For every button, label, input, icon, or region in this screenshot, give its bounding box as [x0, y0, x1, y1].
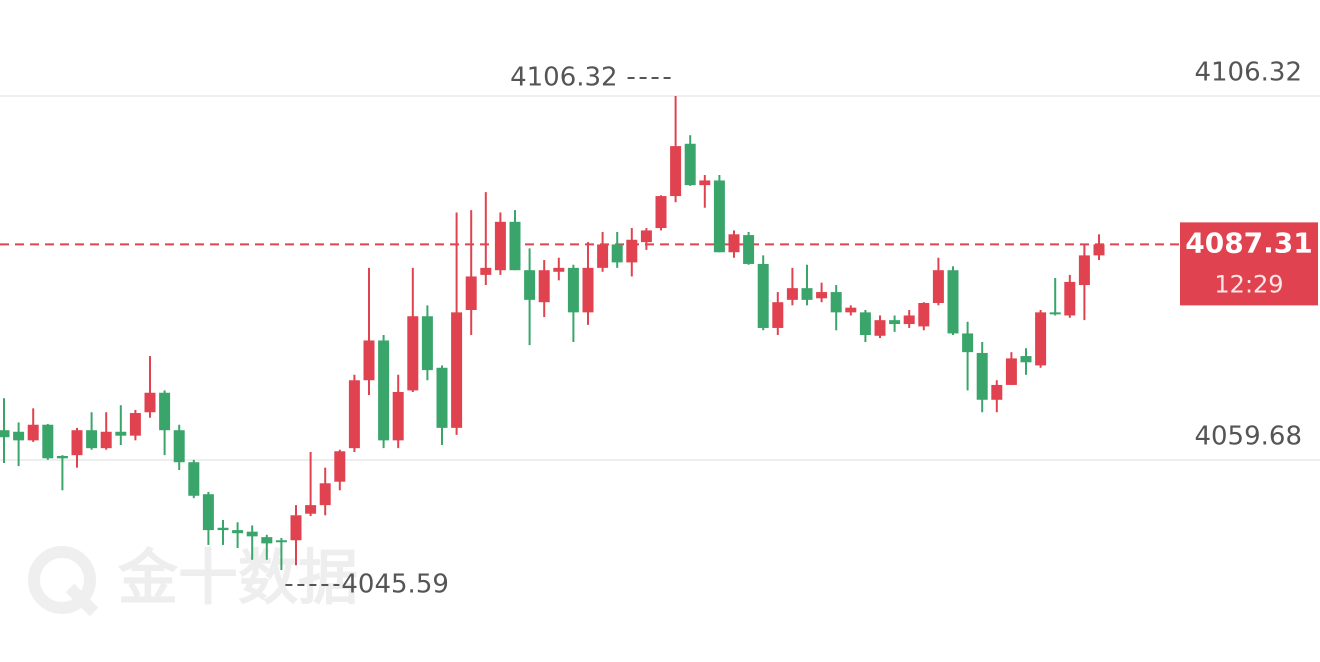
candle-body: [728, 234, 740, 253]
candle-body: [786, 288, 798, 300]
candle-body: [290, 515, 302, 541]
candle-body: [655, 196, 667, 229]
candle-body: [640, 230, 652, 243]
candle-body: [56, 455, 68, 459]
candle-body: [217, 527, 229, 531]
candle-body: [0, 430, 10, 438]
candle-body: [1093, 244, 1105, 256]
candle-body: [173, 430, 185, 463]
candle-body: [42, 424, 54, 459]
candle-body: [334, 451, 346, 482]
candle-body: [699, 180, 711, 186]
candle-body: [144, 392, 156, 413]
candle-body: [261, 537, 273, 544]
candle-body: [436, 367, 448, 428]
candle-body: [159, 392, 171, 431]
candle-body: [684, 143, 696, 186]
candle-body: [859, 312, 871, 335]
candle-body: [713, 180, 725, 253]
y-tick-label: 4106.32: [1194, 58, 1302, 88]
candle-body: [494, 221, 506, 271]
candle-body: [451, 312, 463, 428]
candle-body: [392, 391, 404, 441]
candle-body: [100, 431, 112, 449]
candle-body: [597, 244, 609, 268]
price-tag: [1180, 222, 1318, 306]
candle-body: [1078, 255, 1090, 286]
candle-body: [378, 340, 390, 441]
candle-body: [524, 270, 536, 300]
candle-body: [1064, 281, 1076, 316]
candle-body: [830, 292, 842, 313]
candle-body: [27, 424, 39, 441]
candle-body: [1005, 358, 1017, 385]
candle-body: [918, 302, 930, 327]
watermark: 金十数据: [118, 544, 358, 614]
candle-body: [947, 270, 959, 334]
candle-body: [903, 315, 915, 325]
candle-body: [509, 221, 521, 271]
candle-body: [480, 267, 492, 275]
countdown: 12:29: [1214, 270, 1283, 298]
candle-body: [1049, 312, 1061, 315]
candle-body: [845, 307, 857, 313]
candle-body: [553, 267, 565, 272]
candle-body: [363, 340, 375, 381]
candle-body: [246, 531, 258, 537]
candle-body: [305, 505, 317, 514]
min-label: 4045.59: [341, 569, 449, 599]
candle-body: [582, 267, 594, 313]
y-tick-label: 4059.68: [1194, 422, 1302, 452]
candle-body: [1020, 356, 1032, 363]
candle-body: [743, 235, 755, 264]
candle-body: [202, 494, 214, 531]
max-label: 4106.32: [510, 63, 618, 93]
candle-body: [757, 263, 769, 328]
candle-body: [348, 380, 360, 449]
watermark-logo: [28, 546, 99, 617]
candle-body: [275, 540, 287, 543]
candle-body: [874, 320, 886, 336]
candle-body: [611, 244, 623, 263]
candle-body: [626, 239, 638, 263]
candle-body: [319, 483, 331, 506]
candle-body: [407, 316, 419, 391]
price-tag-value: 4087.31: [1185, 226, 1313, 259]
candle-body: [71, 430, 83, 456]
candle-body: [538, 270, 550, 303]
candle-body: [13, 431, 25, 441]
candle-body: [86, 430, 98, 449]
candle-body: [232, 530, 244, 534]
candle-body: [991, 384, 1003, 400]
candle-body: [976, 352, 988, 400]
candle-body: [801, 288, 813, 300]
candle-body: [567, 267, 579, 313]
candle-body: [670, 146, 682, 197]
candle-body: [1035, 312, 1047, 366]
candle-body: [932, 270, 944, 303]
candle-body: [115, 431, 127, 436]
candle-body: [772, 302, 784, 328]
candle-body: [962, 333, 974, 353]
candle-body: [188, 462, 200, 496]
candle-body: [421, 316, 433, 371]
candle-body: [816, 292, 828, 299]
candle-body: [889, 320, 901, 325]
candle-body: [465, 276, 477, 311]
candle-body: [129, 413, 141, 436]
